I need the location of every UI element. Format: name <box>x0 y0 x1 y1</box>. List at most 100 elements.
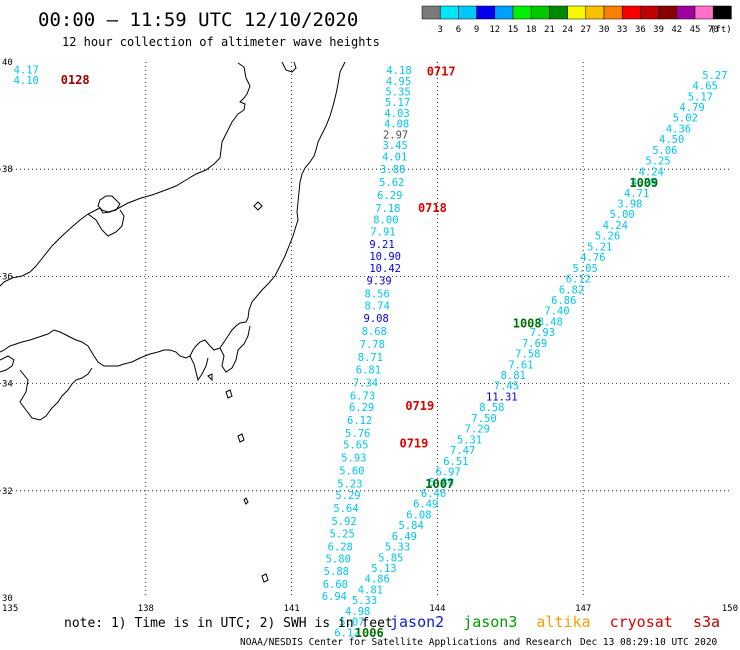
wave-height-value: 7.61 <box>508 359 533 371</box>
wave-height-value: 10.90 <box>369 251 401 263</box>
pass-time-label: 1008 <box>513 317 542 331</box>
wave-height-value: 7.40 <box>544 306 569 318</box>
longitude-tick-label: 150 <box>722 604 738 614</box>
colorbar-tick-label: 36 <box>635 25 646 35</box>
wave-height-value: 5.23 <box>337 478 362 490</box>
wave-height-value: 7.47 <box>450 445 475 457</box>
wave-height-value: 4.71 <box>624 188 649 200</box>
longitude-tick-label: 147 <box>575 604 591 614</box>
colorbar-swatch <box>439 5 459 20</box>
wave-height-value: 4.01 <box>382 151 407 163</box>
coastline-shikoku <box>0 355 15 373</box>
legend-jason2: jason2 <box>390 613 444 631</box>
colorbar-swatch <box>530 5 550 20</box>
pass-time-label: 0718 <box>418 201 447 215</box>
islet-2 <box>237 433 245 443</box>
wave-height-value: 5.64 <box>333 503 358 515</box>
pass-time-label: 1009 <box>629 176 658 190</box>
wave-height-value: 4.98 <box>345 606 370 618</box>
pass-time-label: 1007 <box>425 477 454 491</box>
longitude-tick-label: 141 <box>283 604 299 614</box>
coastline-tokyo-bay <box>219 325 251 373</box>
wave-height-value: 4.28 <box>631 177 656 189</box>
wave-height-value: 9.08 <box>364 313 389 325</box>
wave-height-value: 4.24 <box>603 220 628 232</box>
coastline-kii <box>19 367 93 421</box>
wave-height-value: 9.39 <box>366 276 391 288</box>
wave-height-value: 7.45 <box>494 381 519 393</box>
wave-height-value: 5.07 <box>339 617 364 629</box>
colorbar-tick-label: 18 <box>526 25 537 35</box>
colorbar-swatch <box>676 5 696 20</box>
pass-time-label: 1006 <box>355 626 384 640</box>
wave-height-value: 5.76 <box>345 428 370 440</box>
islet-1 <box>253 201 263 211</box>
wave-height-value: 2.97 <box>383 129 408 141</box>
pass-time-label: 0719 <box>405 399 434 413</box>
wave-height-value: 5.92 <box>331 516 356 528</box>
colorbar-tick-label: 24 <box>562 25 573 35</box>
colorbar-swatch <box>621 5 641 20</box>
wave-height-value: 8.56 <box>365 289 390 301</box>
wave-height-value: 8.48 <box>538 316 563 328</box>
wave-height-value: 8.58 <box>479 402 504 414</box>
wave-height-value: 6.97 <box>435 467 460 479</box>
colorbar-tick-label: 27 <box>580 25 591 35</box>
wave-height-value: 7.50 <box>471 413 496 425</box>
lat-lon-gridlines <box>0 62 729 598</box>
map-subtitle: 12 hour collection of altimeter wave hei… <box>62 35 380 49</box>
wave-height-value: 5.25 <box>330 529 355 541</box>
wave-height-value: 5.29 <box>335 490 360 502</box>
colorbar-tick-label: 15 <box>508 25 519 35</box>
islet-6 <box>207 373 213 382</box>
wave-height-value: 5.26 <box>595 231 620 243</box>
wave-height-value: 10.42 <box>369 263 401 275</box>
longitude-tick-label: 135 <box>2 604 18 614</box>
colorbar-swatch <box>603 5 623 20</box>
wave-height-value: 4.79 <box>679 102 704 114</box>
map-title: 00:00 – 11:59 UTC 12/10/2020 <box>38 9 358 31</box>
coastline-izu <box>189 355 209 382</box>
coastline <box>0 61 346 583</box>
wave-height-value: 7.69 <box>522 338 547 350</box>
wave-height-value: 4.08 <box>384 119 409 131</box>
colorbar-tick-label: 42 <box>671 25 682 35</box>
wave-height-value: 6.12 <box>566 274 591 286</box>
coastline-noto <box>87 209 125 237</box>
pass-time-label: 0719 <box>399 437 428 451</box>
wave-height-value: 5.05 <box>573 263 598 275</box>
wave-height-value: 6.60 <box>323 579 348 591</box>
colorbar-tick-label: 30 <box>599 25 610 35</box>
wave-height-value: 5.80 <box>326 553 351 565</box>
coastline-hokkaido <box>281 61 297 73</box>
wave-height-value: 8.74 <box>365 300 390 312</box>
longitude-tick-label: 138 <box>138 604 154 614</box>
wave-height-value: 4.81 <box>358 584 383 596</box>
colorbar-swatch <box>585 5 605 20</box>
wave-height-value: 11.31 <box>486 391 518 403</box>
wave-height-value: 6.82 <box>559 284 584 296</box>
wave-height-value: 5.17 <box>385 97 410 109</box>
wave-height-value: 9.21 <box>369 239 394 251</box>
latitude-tick-label: 34 <box>2 380 13 390</box>
wave-height-value: 7.91 <box>370 226 395 238</box>
latitude-tick-label: 30 <box>2 594 13 604</box>
wave-height-value: 6.12 <box>347 415 372 427</box>
colorbar-swatch <box>549 5 568 20</box>
colorbar-swatch <box>512 5 532 20</box>
wave-height-value: 5.25 <box>645 156 670 168</box>
wave-height-value: 8.71 <box>358 352 383 364</box>
islet-5 <box>261 573 269 583</box>
wave-height-value: 6.08 <box>406 509 431 521</box>
wave-height-value: 5.31 <box>457 434 482 446</box>
pass-time-label: 0717 <box>427 65 456 79</box>
wave-height-value: 5.88 <box>324 566 349 578</box>
wave-height-value: 6.81 <box>356 365 381 377</box>
wave-height-value: 5.93 <box>341 453 366 465</box>
wave-height-value: 5.33 <box>385 542 410 554</box>
colorbar-swatch <box>640 5 659 20</box>
wave-height-value: 5.13 <box>371 563 396 575</box>
wave-height-value: 4.24 <box>639 166 664 178</box>
colorbar-tick-label: 21 <box>544 25 555 35</box>
